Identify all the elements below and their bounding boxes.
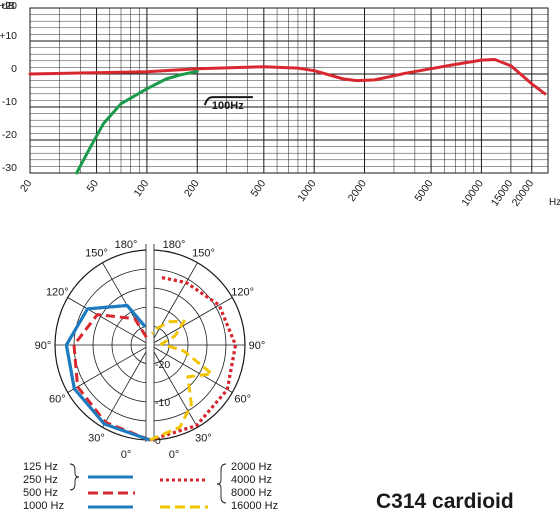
polar-angle-label: 90° xyxy=(249,340,266,352)
polar-curve xyxy=(149,319,214,442)
polar-spoke xyxy=(149,344,198,428)
polar-angle-label: 0° xyxy=(169,449,180,461)
plot-frame xyxy=(29,7,549,174)
legend-label: 1000 Hz xyxy=(23,500,64,512)
bass-cut-curve xyxy=(75,69,199,175)
polar-divider xyxy=(146,238,154,452)
y-tick-label: -20 xyxy=(2,129,17,141)
polar-angle-label: 150° xyxy=(85,247,108,259)
y-tick-label: +20 xyxy=(0,0,17,12)
x-tick-label: 50 xyxy=(84,178,101,195)
y-tick-label: -10 xyxy=(2,96,17,108)
y-tick-label: -30 xyxy=(2,162,17,174)
x-tick-label: 20 xyxy=(18,178,35,195)
frequency-grid xyxy=(29,7,549,174)
polar-radial-label: 0 xyxy=(155,435,161,447)
polar-angle-label: 60° xyxy=(49,394,66,406)
bass-cut-label: 100Hz xyxy=(212,100,244,112)
frequency-curves: 100Hz xyxy=(28,58,547,175)
legend-label: 2000 Hz xyxy=(231,461,272,473)
model-title: C314 cardioid xyxy=(376,490,514,513)
polar-curve xyxy=(64,304,151,442)
polar-angle-label: 120° xyxy=(46,287,69,299)
polar-spoke xyxy=(149,344,233,393)
x-tick-label: 20000 xyxy=(510,178,537,209)
polar-spoke xyxy=(149,297,233,346)
polar-angle-label: 0° xyxy=(121,449,132,461)
polar-angle-label: 150° xyxy=(192,247,215,259)
polar-curve xyxy=(72,313,151,442)
legend-label: 250 Hz xyxy=(23,474,58,486)
legend-label: 125 Hz xyxy=(23,461,58,473)
polar-spoke xyxy=(149,262,198,346)
polar-spoke xyxy=(102,344,151,428)
bass-cut-icon xyxy=(203,96,253,106)
polar-diagram: 0° 0° 30° 30° 60° 60° 90° 90° 120° 120° 150° 150° 18… xyxy=(35,238,266,461)
polar-angle-label: 60° xyxy=(234,394,251,406)
x-tick-label: 100 xyxy=(131,178,151,199)
frequency-axis-labels: +20 +10 0 -10 -20 -30 dB 20 50 100 200 500 1000 2000 5… xyxy=(0,0,560,209)
polar-angle-label: 180° xyxy=(163,239,186,251)
polar-radial-label: -10 xyxy=(155,397,170,409)
legend-label: 500 Hz xyxy=(23,487,58,499)
legend-label: 8000 Hz xyxy=(231,487,272,499)
y-tick-label: 0 xyxy=(11,63,17,75)
polar-spoke xyxy=(67,297,151,346)
x-tick-label: 10000 xyxy=(459,178,486,209)
polar-angle-label: 120° xyxy=(231,287,254,299)
y-tick-label: +10 xyxy=(0,30,17,42)
polar-angle-label: 90° xyxy=(35,340,52,352)
legend-brace xyxy=(216,463,227,504)
legend-brace xyxy=(69,463,80,491)
x-axis-unit: Hz xyxy=(549,197,560,208)
polar-angle-label: 30° xyxy=(88,433,105,445)
legend-label: 16000 Hz xyxy=(231,500,278,512)
x-tick-label: 2000 xyxy=(346,178,369,204)
polar-spoke xyxy=(67,344,151,393)
polar-angle-label: 30° xyxy=(195,433,212,445)
polar-radial-label: -20 xyxy=(155,359,170,371)
y-axis-unit: dB xyxy=(2,0,15,12)
polar-curve xyxy=(149,276,237,442)
frequency-response-curve xyxy=(28,58,547,96)
x-tick-label: 5000 xyxy=(412,178,435,204)
legend-label: 4000 Hz xyxy=(231,474,272,486)
x-tick-label: 1000 xyxy=(295,178,318,204)
polar-angle-label: 180° xyxy=(115,239,138,251)
x-tick-label: 500 xyxy=(248,178,268,199)
x-tick-label: 200 xyxy=(182,178,202,199)
